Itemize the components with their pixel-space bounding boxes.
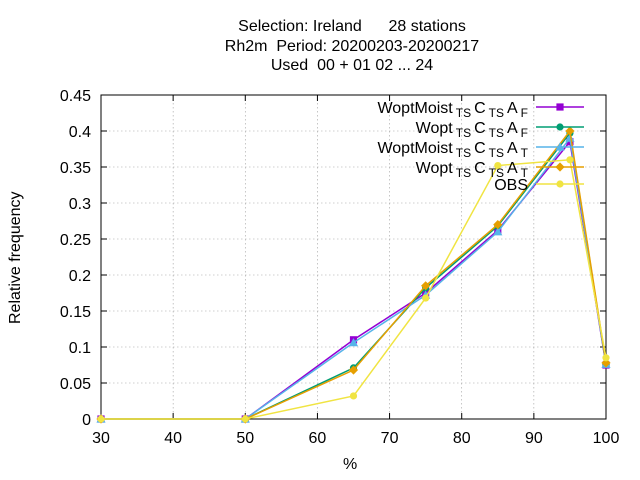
data-point [556, 103, 564, 111]
data-point [555, 142, 565, 151]
legend-entry-3: WoptMoist TS C TS A T [377, 140, 584, 160]
x-tick-label: 90 [525, 430, 543, 447]
y-axis-label: Relative frequency [7, 191, 24, 325]
y-tick-label: 0.3 [69, 196, 91, 213]
series-line [101, 158, 607, 420]
data-point [421, 281, 431, 291]
data-point [601, 358, 611, 368]
legend-label: Wopt TS C TS A F [416, 120, 528, 140]
series-lines [96, 126, 611, 424]
series-3 [96, 133, 611, 423]
legend-entry-5: OBS [494, 177, 584, 194]
x-tick-label: 100 [593, 430, 620, 447]
series-line [101, 136, 607, 420]
axes: 30 40 50 60 70 80 90 100 0 0.05 0.1 0.15 0.2 0.25 0.3 0… [60, 88, 620, 447]
y-tick-label: 0.35 [60, 160, 91, 177]
x-tick-label: 30 [92, 430, 110, 447]
data-point [565, 126, 575, 136]
x-axis-label: % [343, 456, 358, 473]
legend-label: OBS [494, 177, 528, 194]
series-5 [97, 156, 610, 423]
data-point [602, 354, 610, 362]
data-point [348, 338, 359, 347]
data-point [556, 123, 564, 131]
data-point [97, 415, 105, 423]
y-tick-label: 0.4 [69, 124, 91, 141]
legend-label: Wopt TS C TS A T [416, 160, 529, 180]
legend-entry-2: Wopt TS C TS A F [416, 120, 584, 140]
data-point [493, 220, 503, 230]
y-tick-label: 0.25 [60, 232, 91, 249]
x-tick-label: 80 [453, 430, 471, 447]
x-tick-label: 50 [236, 430, 254, 447]
data-point [565, 133, 575, 142]
data-point [566, 156, 574, 164]
x-tick-label: 60 [309, 430, 327, 447]
x-tick-label: 40 [164, 430, 182, 447]
y-tick-label: 0.1 [69, 340, 91, 357]
y-tick-label: 0.15 [60, 304, 91, 321]
data-point [556, 180, 564, 188]
y-tick-label: 0.2 [69, 268, 91, 285]
series-2 [97, 129, 610, 423]
x-tick-label: 70 [381, 430, 399, 447]
series-line [101, 131, 607, 420]
chart-title-line-3: Used 00 + 01 02 ... 24 [270, 57, 434, 74]
data-point [493, 227, 503, 236]
data-point [494, 161, 502, 170]
legend-label: WoptMoist TS C TS A F [377, 100, 528, 120]
data-point [349, 392, 358, 400]
grid [101, 95, 606, 419]
y-tick-label: 0.45 [60, 88, 91, 105]
legend-entry-1: WoptMoist TS C TS A F [377, 100, 584, 120]
data-point [241, 415, 249, 423]
plot-border [100, 94, 607, 420]
data-point [555, 162, 565, 172]
chart-title-line-1: Selection: Ireland 28 stations [238, 18, 466, 35]
chart-title-line-2: Rh2m Period: 20200203-20200217 [224, 38, 480, 55]
y-tick-label: 0.05 [60, 376, 91, 393]
data-point [422, 294, 430, 302]
data-point [348, 365, 359, 375]
y-tick-label: 0 [82, 412, 91, 429]
legend-label: WoptMoist TS C TS A T [377, 140, 528, 160]
legend-entry-4: Wopt TS C TS A T [416, 160, 584, 180]
